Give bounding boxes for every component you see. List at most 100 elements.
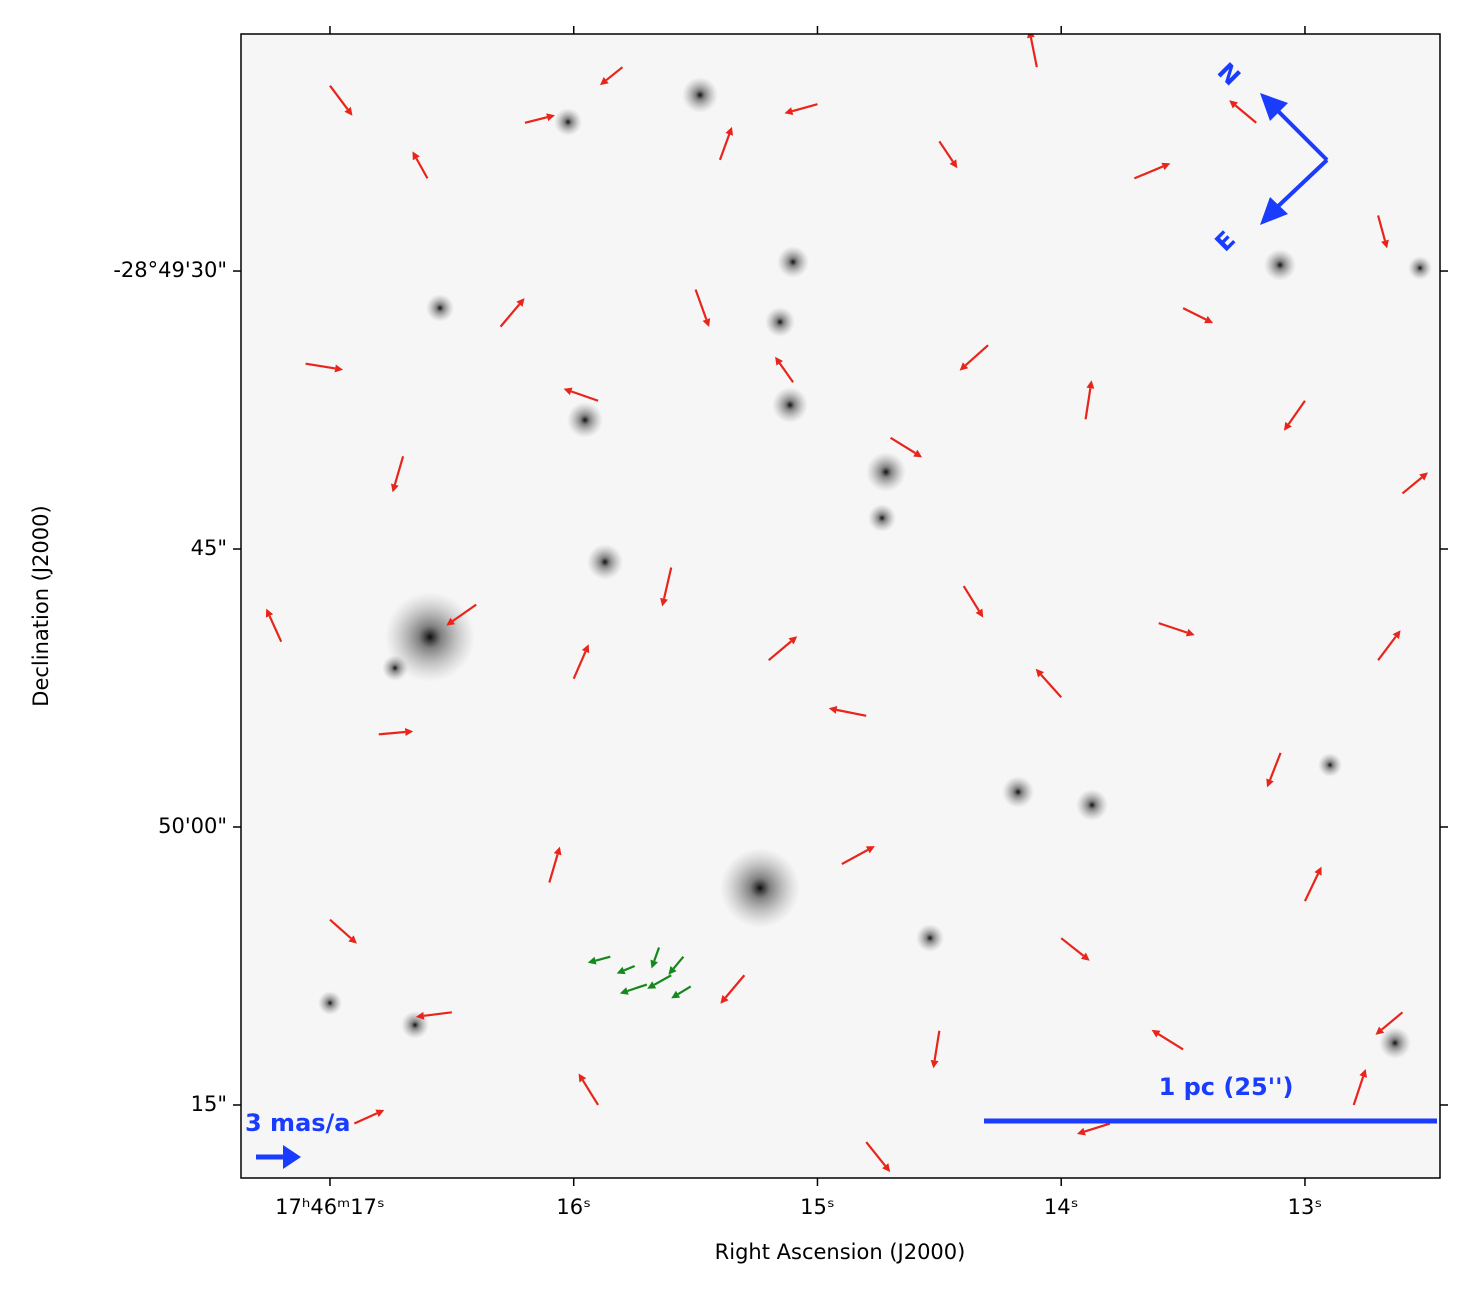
- vector-head: [828, 705, 838, 714]
- vector-shaft: [653, 947, 661, 962]
- vector-shaft: [677, 985, 692, 996]
- y-axis-label: Declination (J2000): [29, 505, 53, 706]
- vector-head: [1283, 421, 1292, 431]
- vector-shaft: [1157, 1033, 1184, 1051]
- vector-shaft: [452, 603, 477, 622]
- vector-shaft: [1060, 937, 1085, 957]
- vector-shaft: [605, 66, 624, 82]
- vector: [841, 846, 875, 866]
- vector: [446, 603, 477, 626]
- y-tick-label: 45": [191, 536, 227, 560]
- vector-shaft: [329, 918, 352, 940]
- vector-head: [616, 966, 626, 975]
- vector-head: [553, 846, 562, 856]
- vector: [1026, 34, 1038, 68]
- x-tick-label: 13ˢ: [1288, 1195, 1323, 1219]
- vector: [305, 362, 344, 373]
- vector-head: [784, 107, 794, 115]
- vector: [828, 705, 867, 717]
- vector-shaft: [768, 640, 792, 662]
- vector-head: [1076, 1127, 1086, 1136]
- vector-head: [1035, 668, 1045, 678]
- vector: [962, 585, 984, 618]
- vector-shaft: [962, 585, 980, 612]
- vector-shaft: [353, 1112, 378, 1125]
- vector-head: [446, 617, 456, 626]
- vector-shaft: [1084, 1122, 1111, 1133]
- vector-shaft: [524, 116, 548, 124]
- vector-shaft: [933, 1030, 941, 1061]
- vector-shaft: [865, 1141, 887, 1167]
- vector-shaft: [653, 974, 672, 986]
- vector-head: [1161, 162, 1171, 171]
- vector-head: [1392, 630, 1401, 640]
- vector: [890, 436, 923, 458]
- star: [1379, 1027, 1411, 1059]
- vector: [378, 728, 414, 737]
- star: [554, 108, 582, 136]
- vector-head: [619, 987, 629, 995]
- star: [765, 307, 795, 337]
- star: [318, 991, 342, 1015]
- vector-shaft: [423, 1011, 452, 1017]
- vector-head: [1151, 1029, 1161, 1038]
- vector-shaft: [964, 344, 989, 367]
- vector: [775, 356, 794, 383]
- vector-head: [344, 106, 353, 116]
- star: [868, 504, 896, 532]
- vector-shaft: [1029, 37, 1038, 68]
- vector-head: [725, 126, 733, 136]
- vector-head: [334, 364, 344, 373]
- vector-shaft: [718, 133, 731, 161]
- stars: [318, 77, 1432, 1059]
- star: [682, 77, 718, 113]
- vector-shaft: [1234, 104, 1257, 124]
- star: [916, 924, 944, 952]
- vector: [671, 985, 692, 999]
- vector: [1283, 400, 1306, 431]
- vector-head: [975, 608, 984, 618]
- x-tick-label: 16ˢ: [556, 1195, 591, 1219]
- vector-head: [412, 151, 420, 161]
- vector-head: [1229, 100, 1238, 109]
- vector-shaft: [1380, 1011, 1404, 1031]
- vector: [660, 567, 673, 607]
- vector: [1133, 162, 1171, 180]
- star: [1318, 753, 1342, 777]
- vector: [415, 1011, 452, 1020]
- vector-shaft: [570, 390, 599, 402]
- vector: [647, 974, 672, 989]
- vector: [865, 1141, 891, 1173]
- star: [385, 592, 475, 682]
- vector: [499, 298, 525, 328]
- vector-shaft: [694, 289, 708, 320]
- compass-east-line: [1270, 158, 1329, 214]
- vector-head: [1185, 628, 1195, 637]
- compass: [1260, 93, 1329, 225]
- vector-head: [599, 77, 609, 86]
- vector-head: [375, 1109, 385, 1117]
- vector-shaft: [623, 964, 636, 972]
- vector-head: [516, 298, 525, 307]
- vector: [572, 644, 590, 680]
- vector-shaft: [1287, 400, 1306, 425]
- star: [426, 294, 454, 322]
- vector-head: [671, 990, 681, 999]
- vector-head: [1266, 778, 1274, 788]
- star: [567, 402, 603, 438]
- vector-shaft: [1377, 635, 1397, 661]
- vector: [938, 140, 958, 169]
- vector: [1151, 1029, 1184, 1051]
- vector-shaft: [1133, 165, 1164, 180]
- vector-head: [587, 956, 597, 965]
- vector-shaft: [1158, 622, 1188, 634]
- vector-shaft: [415, 157, 429, 179]
- vector: [353, 1109, 385, 1125]
- vector: [1035, 668, 1063, 699]
- vector: [1266, 752, 1282, 788]
- vector: [694, 289, 711, 328]
- vector: [668, 956, 685, 975]
- vector-shaft: [305, 362, 336, 370]
- vector: [1401, 472, 1428, 495]
- vector: [390, 456, 405, 493]
